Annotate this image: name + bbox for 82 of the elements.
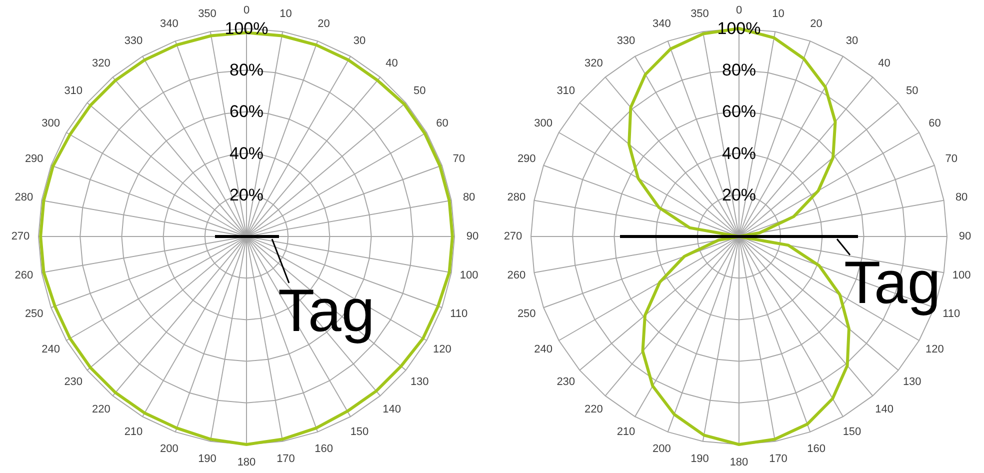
spoke-label: 330 (616, 34, 636, 47)
spoke-label: 340 (652, 18, 671, 30)
spoke-label: 230 (556, 376, 576, 388)
spoke-label: 50 (906, 85, 918, 98)
spoke-label: 290 (517, 153, 536, 166)
spoke-label: 80 (955, 191, 968, 204)
spoke-label: 160 (314, 442, 333, 455)
spoke-label: 310 (64, 85, 83, 98)
spoke-label: 200 (160, 442, 178, 455)
spoke-label: 90 (958, 230, 972, 242)
spoke-label: 110 (942, 308, 960, 320)
spoke-label: 20 (318, 18, 330, 30)
y-tick-label: 40% (229, 144, 264, 163)
spoke-label: 60 (436, 118, 448, 130)
spoke-label: 150 (842, 426, 862, 438)
spoke-label: 100 (952, 270, 971, 282)
spoke-label: 300 (534, 118, 552, 130)
spoke-label: 30 (846, 34, 858, 47)
spoke-label: 130 (902, 376, 922, 388)
spoke-label: 270 (504, 230, 522, 242)
spoke-label: 10 (772, 8, 784, 20)
y-tick-label: 20% (229, 185, 264, 204)
spoke-label: 270 (11, 230, 30, 242)
y-tick-label: 80% (229, 60, 264, 80)
spoke-label: 250 (517, 308, 536, 320)
spoke-label: 260 (14, 270, 34, 282)
spoke-label: 50 (414, 85, 426, 98)
spoke-label: 130 (410, 376, 429, 388)
spoke-label: 40 (386, 57, 398, 70)
spoke-label: 280 (507, 191, 526, 204)
spoke-label: 330 (124, 34, 143, 47)
y-tick-label: 40% (722, 144, 756, 163)
spoke-label: 10 (280, 8, 292, 20)
spoke-label: 180 (730, 456, 748, 468)
y-tick-label: 80% (722, 60, 756, 80)
spoke-label: 190 (690, 453, 709, 466)
y-tick-label: 60% (229, 102, 264, 122)
spoke-label: 320 (92, 57, 110, 70)
spoke-label: 300 (42, 118, 60, 130)
spoke-label: 220 (584, 404, 603, 416)
spoke-label: 170 (276, 453, 295, 466)
spoke-label: 290 (24, 153, 44, 166)
spoke-label: 100 (460, 270, 478, 282)
spoke-label: 340 (160, 18, 178, 30)
spoke-label: 350 (198, 8, 216, 20)
spoke-label: 0 (243, 4, 250, 16)
spoke-label: 140 (382, 404, 401, 416)
spoke-label: 220 (92, 404, 110, 416)
spoke-label: 310 (556, 85, 576, 98)
spoke-label: 110 (450, 308, 468, 320)
spoke-label: 0 (736, 4, 742, 16)
spoke-label: 260 (507, 270, 526, 282)
text: Tag (844, 249, 941, 316)
spoke-label: 190 (198, 453, 216, 466)
spoke-label: 120 (926, 344, 944, 356)
spoke-label: 20 (810, 18, 822, 30)
spoke-label: 210 (124, 426, 143, 438)
spoke-label: 90 (466, 230, 479, 242)
spoke-label: 80 (462, 191, 476, 204)
spoke-label: 320 (584, 57, 603, 70)
spoke-label: 240 (42, 344, 60, 356)
text: Tag (278, 277, 375, 344)
spoke-label: 140 (875, 404, 894, 416)
spoke-label: 230 (64, 376, 83, 388)
spoke-label: 30 (353, 34, 366, 47)
spoke-label: 280 (14, 191, 34, 204)
spoke-label: 240 (534, 344, 552, 356)
spoke-label: 250 (24, 308, 44, 320)
spoke-label: 200 (652, 442, 671, 455)
spoke-label: 160 (807, 442, 826, 455)
y-tick-label: 20% (722, 185, 756, 204)
spoke-label: 210 (616, 426, 636, 438)
y-tick-label: 60% (722, 102, 756, 122)
spoke-label: 70 (945, 153, 958, 166)
spoke-label: 150 (350, 426, 369, 438)
spoke-label: 40 (878, 57, 890, 70)
spoke-label: 120 (433, 344, 452, 356)
spoke-label: 170 (769, 453, 788, 466)
spoke-label: 350 (690, 8, 709, 20)
spoke-label: 60 (928, 118, 941, 130)
spoke-label: 180 (237, 456, 256, 468)
spoke-label: 70 (452, 153, 465, 166)
